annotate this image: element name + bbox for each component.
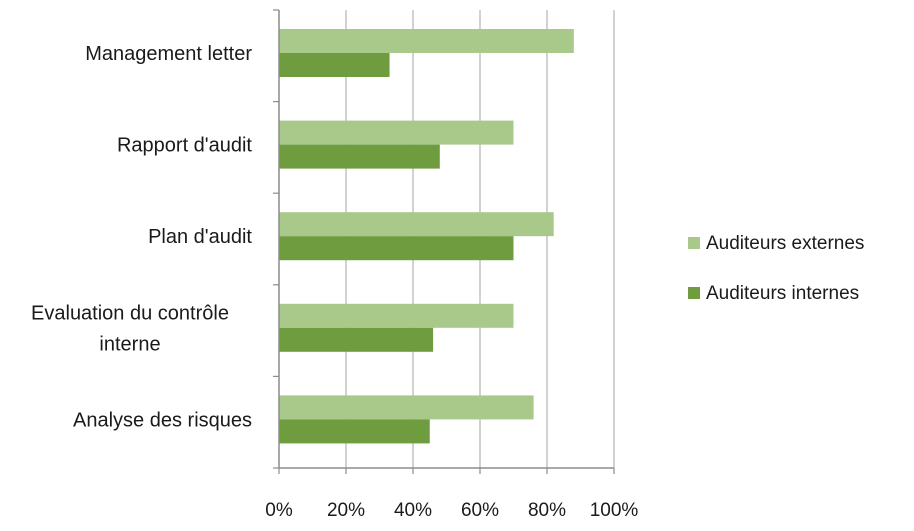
x-tick-label: 20%	[327, 500, 365, 521]
category-label: Evaluation du contrôle interne	[31, 302, 229, 355]
x-tick-label: 0%	[265, 500, 293, 521]
bars	[279, 29, 574, 444]
axes	[273, 9, 615, 474]
category-label: Rapport d'audit	[117, 135, 252, 157]
x-tick-label: 40%	[394, 500, 432, 521]
x-tick-label: 100%	[590, 500, 639, 521]
legend-swatch	[688, 287, 700, 299]
legend: Auditeurs externes Auditeurs internes	[688, 233, 864, 304]
bar-externes	[279, 212, 554, 237]
bar-internes	[279, 236, 514, 261]
x-tick-label: 60%	[461, 500, 499, 521]
category-labels: Management letter Rapport d'audit Plan d'a…	[31, 43, 252, 431]
legend-label: Auditeurs internes	[706, 283, 859, 304]
legend-swatch	[688, 237, 700, 249]
x-tick-label: 80%	[528, 500, 566, 521]
bar-externes	[279, 395, 534, 420]
legend-label: Auditeurs externes	[706, 233, 864, 254]
bar-externes	[279, 120, 514, 145]
bar-internes	[279, 419, 430, 444]
category-label: Management letter	[85, 43, 252, 65]
category-label: Analyse des risques	[73, 409, 252, 431]
bar-internes	[279, 327, 434, 352]
bar-internes	[279, 144, 440, 169]
x-tick-labels: 0% 20% 40% 60% 80% 100%	[265, 500, 638, 521]
bar-externes	[279, 29, 574, 53]
bar-internes	[279, 53, 390, 77]
category-label: Plan d'audit	[148, 226, 252, 248]
bar-externes	[279, 303, 514, 328]
